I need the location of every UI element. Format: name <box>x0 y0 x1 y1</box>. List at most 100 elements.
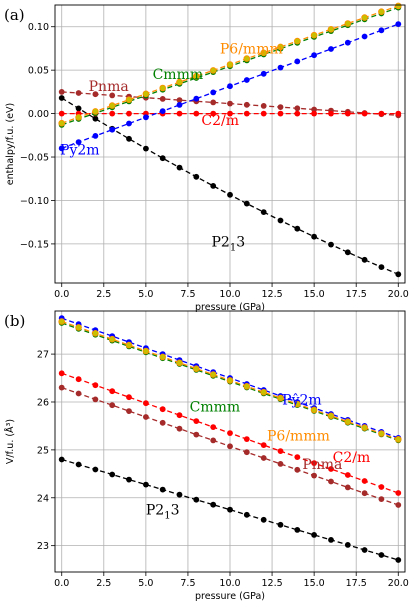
data-point <box>378 484 385 490</box>
data-point <box>75 114 82 121</box>
data-point <box>210 89 217 96</box>
data-point <box>260 110 267 117</box>
data-point <box>361 478 368 484</box>
data-point <box>277 448 284 454</box>
y-tick-label: 0.00 <box>28 109 49 120</box>
data-point <box>58 119 65 127</box>
data-point <box>328 110 334 117</box>
y-tick-label: 26 <box>37 397 49 408</box>
data-point <box>227 110 233 117</box>
series-label: Pŷ2m <box>60 141 100 158</box>
y-tick-label: 24 <box>37 493 49 504</box>
data-point <box>344 39 351 46</box>
series-label: P213 <box>146 503 180 522</box>
data-point <box>277 43 284 51</box>
data-point <box>159 84 167 92</box>
data-point <box>159 96 166 102</box>
data-point <box>243 436 250 442</box>
x-tick-label: 17.5 <box>346 289 367 300</box>
data-point <box>75 324 82 331</box>
data-point <box>294 110 301 117</box>
data-point <box>344 20 352 27</box>
data-point <box>58 456 65 463</box>
data-point <box>243 101 250 108</box>
data-point <box>260 388 268 396</box>
data-point <box>92 382 99 389</box>
y-axis-label: enthalpy/f.u. (eV) <box>5 103 16 185</box>
series-label-main: P2 <box>146 503 164 519</box>
data-point <box>260 103 267 109</box>
y-tick-label: −0.15 <box>20 239 49 250</box>
data-point <box>143 145 149 152</box>
x-tick-label: 5.0 <box>138 289 153 300</box>
data-point <box>75 139 82 146</box>
data-point <box>143 481 149 488</box>
data-point <box>109 402 116 409</box>
series-label-main: C2/m <box>333 450 371 466</box>
data-point <box>193 110 200 117</box>
data-point <box>176 425 183 432</box>
data-point <box>277 394 284 402</box>
data-point <box>159 155 166 162</box>
data-point <box>395 557 402 563</box>
data-point <box>210 183 217 189</box>
data-point <box>159 419 166 426</box>
data-point <box>75 461 82 468</box>
data-point <box>209 67 217 74</box>
x-tick-label: 17.5 <box>346 578 367 589</box>
data-point <box>361 424 368 431</box>
series-line <box>61 458 399 561</box>
data-point <box>394 2 402 10</box>
data-point <box>125 96 133 103</box>
data-point <box>58 110 65 117</box>
panel-label: (a) <box>4 6 25 24</box>
y-tick-label: 27 <box>37 350 49 361</box>
x-tick-label: 5.0 <box>138 578 153 589</box>
plot-frame <box>54 310 406 573</box>
x-tick-label: 0.0 <box>54 578 69 589</box>
data-point <box>176 110 183 117</box>
data-point <box>311 460 317 466</box>
data-point <box>75 376 82 383</box>
data-point <box>176 164 183 171</box>
series-label: Pŷ2m <box>282 391 322 408</box>
data-point <box>243 382 251 390</box>
data-point <box>143 400 149 407</box>
data-point <box>227 430 233 436</box>
volume-panel: 0.0 2.5 5.0 7.5 10.0 12.5 15.0 17.5 20.0 23 24 25 26… <box>4 310 409 602</box>
data-point <box>260 516 267 523</box>
series-label-main: Pnma <box>89 79 129 95</box>
data-point <box>176 359 183 367</box>
data-point <box>293 37 301 45</box>
data-point <box>126 110 132 117</box>
series-label: C2/m <box>333 450 371 466</box>
data-point <box>311 233 317 240</box>
data-point <box>243 200 250 207</box>
data-point <box>395 110 402 117</box>
data-point <box>394 435 402 443</box>
series-label-main: Cmmm <box>190 400 241 416</box>
data-point <box>395 271 402 278</box>
series-label-subscript: 1 <box>230 243 236 254</box>
series-label-subscript: 1 <box>164 511 170 522</box>
data-point <box>108 335 116 343</box>
data-point <box>344 249 351 256</box>
data-point <box>126 394 132 401</box>
x-tick-label: 10.0 <box>219 578 240 589</box>
data-point <box>176 78 183 86</box>
data-point <box>126 135 132 142</box>
data-point <box>311 472 317 479</box>
data-point <box>378 27 385 34</box>
x-tick-label: 20.0 <box>388 289 409 300</box>
data-point <box>58 370 65 377</box>
data-point <box>210 437 217 444</box>
data-point <box>378 8 385 15</box>
data-point <box>243 511 250 518</box>
data-point <box>226 61 234 68</box>
data-point <box>142 90 150 98</box>
y-tick-label: 0.10 <box>28 22 49 33</box>
y-tick-label: −0.05 <box>20 153 49 164</box>
series-label-main: Pŷ2m <box>282 391 322 408</box>
data-point <box>125 341 133 349</box>
data-point <box>176 491 183 498</box>
